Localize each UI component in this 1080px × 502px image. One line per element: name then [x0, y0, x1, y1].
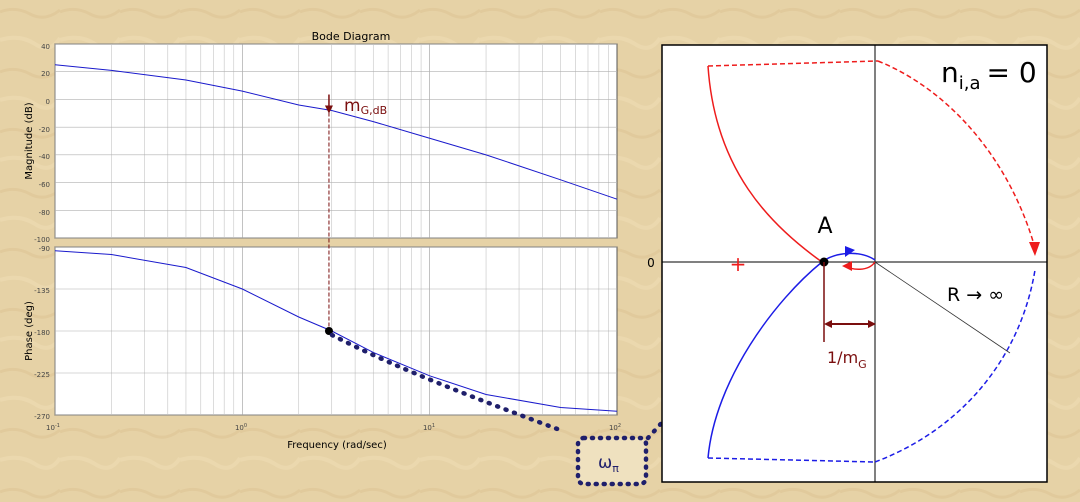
mag-tick-label: -40: [39, 153, 50, 161]
frequency-axis-label: Frequency (rad/sec): [287, 440, 387, 451]
freq-tick-label: 101: [423, 423, 435, 432]
nyquist-red-dashed-top: [707, 60, 879, 67]
nyquist-origin-label: 0: [647, 256, 655, 270]
phase-axis-ticks: -90 -135 -180 -225 -270: [34, 245, 50, 421]
magnitude-axis-label: Magnitude (dB): [24, 102, 35, 179]
open-loop-pole-marker: +: [730, 252, 747, 276]
phase-tick-label: -225: [34, 371, 50, 379]
phase-tick-label: -135: [34, 287, 50, 295]
omega-pi-label: ωπ: [598, 453, 619, 475]
magnitude-grid: [54, 43, 617, 239]
nyquist-red-dashed-arc: [877, 60, 1036, 249]
phase-crossover-marker: [324, 327, 333, 335]
inverse-gain-margin-label: 1/mG: [827, 348, 867, 371]
magnitude-axis-ticks: 40 20 0 -20 -40 -60 -80 -100: [34, 43, 50, 244]
freq-tick-label: 102: [609, 423, 621, 432]
mag-tick-label: 20: [41, 70, 50, 78]
omega-pi-box: [575, 435, 649, 487]
omega-pi-link-lower: [329, 332, 563, 433]
mag-tick-label: -20: [39, 126, 50, 134]
phase-grid: [54, 246, 617, 416]
radius-line: [874, 261, 1011, 354]
nyquist-plot-area: [661, 44, 1048, 483]
phase-tick-label: -270: [34, 413, 50, 421]
nyquist-red-solid: [707, 65, 823, 263]
phase-axis-label: Phase (deg): [24, 301, 35, 361]
nyquist-red-arc-arrow: [1029, 242, 1040, 256]
nyquist-blue-dashed-bottom: [707, 457, 876, 463]
nyquist-blue-solid: [707, 261, 823, 459]
encirclement-count-label: ni,a = 0: [941, 56, 1037, 94]
bode-title: Bode Diagram: [312, 30, 391, 43]
nyquist-blue-loop-arrow: [845, 246, 855, 257]
radius-label: R → ∞: [947, 284, 1004, 306]
phase-tick-label: -90: [39, 245, 50, 253]
gain-margin-label: mG,dB: [344, 96, 387, 117]
mag-tick-label: 40: [41, 43, 50, 51]
mag-tick-label: -100: [34, 236, 50, 244]
phase-tick-label: -180: [34, 329, 50, 337]
nyquist-blue-dashed-arc: [874, 269, 1036, 463]
nyquist-red-loop-arrow: [842, 261, 852, 271]
frequency-axis-ticks: 10-1 100 101 102: [46, 423, 621, 432]
freq-tick-label: 10-1: [46, 423, 60, 432]
freq-tick-label: 100: [235, 423, 247, 432]
mag-tick-label: 0: [46, 98, 50, 106]
mag-tick-label: -80: [39, 209, 50, 217]
magnitude-plot-area: [54, 43, 618, 239]
mag-tick-label: -60: [39, 181, 50, 189]
point-a-label: A: [817, 214, 832, 239]
